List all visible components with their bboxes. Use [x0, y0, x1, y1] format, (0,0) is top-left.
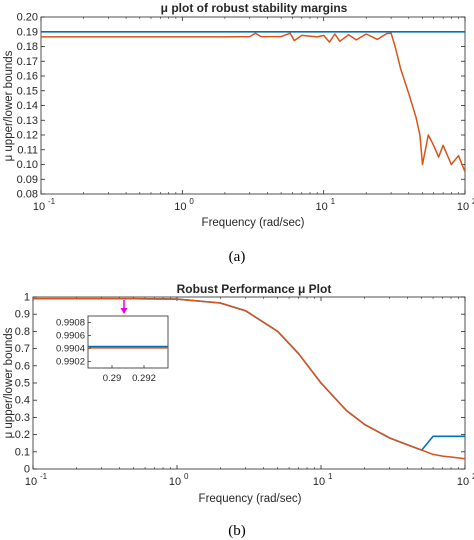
lines-a — [41, 30, 466, 173]
ylabel-a: μ upper/lower bounds — [3, 50, 15, 161]
lower-bound-line-b — [33, 297, 466, 460]
inset-axes-box — [87, 315, 169, 369]
ytick-label-b: 0.2 — [15, 429, 30, 441]
xtick-label-b: 10 — [313, 476, 325, 488]
inset-xtick-label: 0.292 — [132, 373, 156, 384]
inset-ytick-label: 0.9902 — [56, 357, 85, 368]
ytick-label-a: 0.08 — [17, 189, 38, 201]
xtick-exponent-a: 2 — [472, 197, 474, 206]
inset-ytick-label: 0.9906 — [56, 331, 85, 342]
ytick-label-a: 0.13 — [17, 115, 38, 127]
ytick-label-b: 0.1 — [15, 446, 30, 458]
xtick-exponent-b: 0 — [184, 472, 189, 481]
ytick-label-b: 0.5 — [15, 378, 30, 390]
ytick-label-b: 0.4 — [15, 395, 30, 407]
xlabel-a: Frequency (rad/sec) — [202, 217, 305, 229]
ytick-label-a: 0.19 — [17, 26, 38, 38]
title-b: Robust Performance μ Plot — [177, 282, 332, 296]
lines-b — [33, 297, 466, 460]
inset-xtick-label: 0.29 — [103, 373, 122, 384]
ytick-label-a: 0.18 — [17, 41, 38, 53]
xtick-label-b: 10 — [169, 476, 181, 488]
ytick-label-b: 0.3 — [15, 412, 30, 424]
axes-box-a — [40, 16, 466, 195]
ytick-label-a: 0.15 — [17, 85, 38, 97]
xlabel-b: Frequency (rad/sec) — [199, 493, 302, 505]
inset-b: 0.9902 0.9904 0.9906 0.9908 0.29 0.292 — [56, 315, 169, 384]
title-a: μ plot of robust stability margins — [161, 1, 348, 15]
ytick-label-b: 0.7 — [15, 343, 30, 355]
caption-a: (a) — [229, 249, 246, 265]
xtick-label-a: 10 — [174, 201, 186, 213]
inset-ytick-label: 0.9904 — [56, 344, 85, 355]
lower-bound-line-a — [41, 32, 466, 173]
inset-lines — [88, 345, 168, 349]
xtick-label-b: 10 — [457, 476, 469, 488]
xtick-exponent-a: -1 — [48, 197, 56, 206]
xtick-label-b: 10 — [25, 476, 37, 488]
ytick-label-b: 1 — [24, 292, 30, 304]
inset-ytick-label: 0.9908 — [56, 318, 85, 329]
xtick-label-a: 10 — [457, 201, 469, 213]
caption-b: (b) — [228, 523, 246, 539]
xtick-exponent-a: 0 — [189, 197, 194, 206]
ytick-label-a: 0.10 — [17, 159, 38, 171]
ytick-label-b: 0.9 — [15, 309, 30, 321]
ytick-label-a: 0.16 — [17, 71, 38, 83]
arrow-marker — [120, 300, 128, 314]
arrow-marker-head — [120, 308, 128, 314]
ticks-a: 10-11001011020.080.090.100.110.120.130.1… — [17, 12, 474, 214]
xtick-exponent-a: 1 — [331, 197, 336, 206]
xtick-exponent-b: -1 — [40, 472, 48, 481]
ytick-label-b: 0 — [24, 464, 30, 476]
ylabel-b: μ upper/lower bounds — [3, 327, 15, 438]
ytick-label-a: 0.09 — [17, 174, 38, 186]
ytick-label-b: 0.6 — [15, 360, 30, 372]
ytick-label-a: 0.14 — [17, 100, 38, 112]
xtick-exponent-b: 2 — [472, 472, 474, 481]
xtick-exponent-b: 1 — [328, 472, 333, 481]
ytick-label-b: 0.8 — [15, 326, 30, 338]
ytick-label-a: 0.12 — [17, 130, 38, 142]
ytick-label-a: 0.20 — [17, 12, 38, 24]
panel-b: Robust Performance μ Plot 10-11001011020… — [3, 282, 474, 539]
xtick-label-a: 10 — [33, 201, 45, 213]
ytick-label-a: 0.11 — [17, 144, 38, 156]
ytick-label-a: 0.17 — [17, 56, 38, 68]
ticks-b: 10-110010110200.10.20.30.40.50.60.70.80.… — [15, 292, 474, 489]
xtick-label-a: 10 — [316, 201, 328, 213]
panel-a: μ plot of robust stability margins 10 -1 1… — [3, 1, 474, 265]
